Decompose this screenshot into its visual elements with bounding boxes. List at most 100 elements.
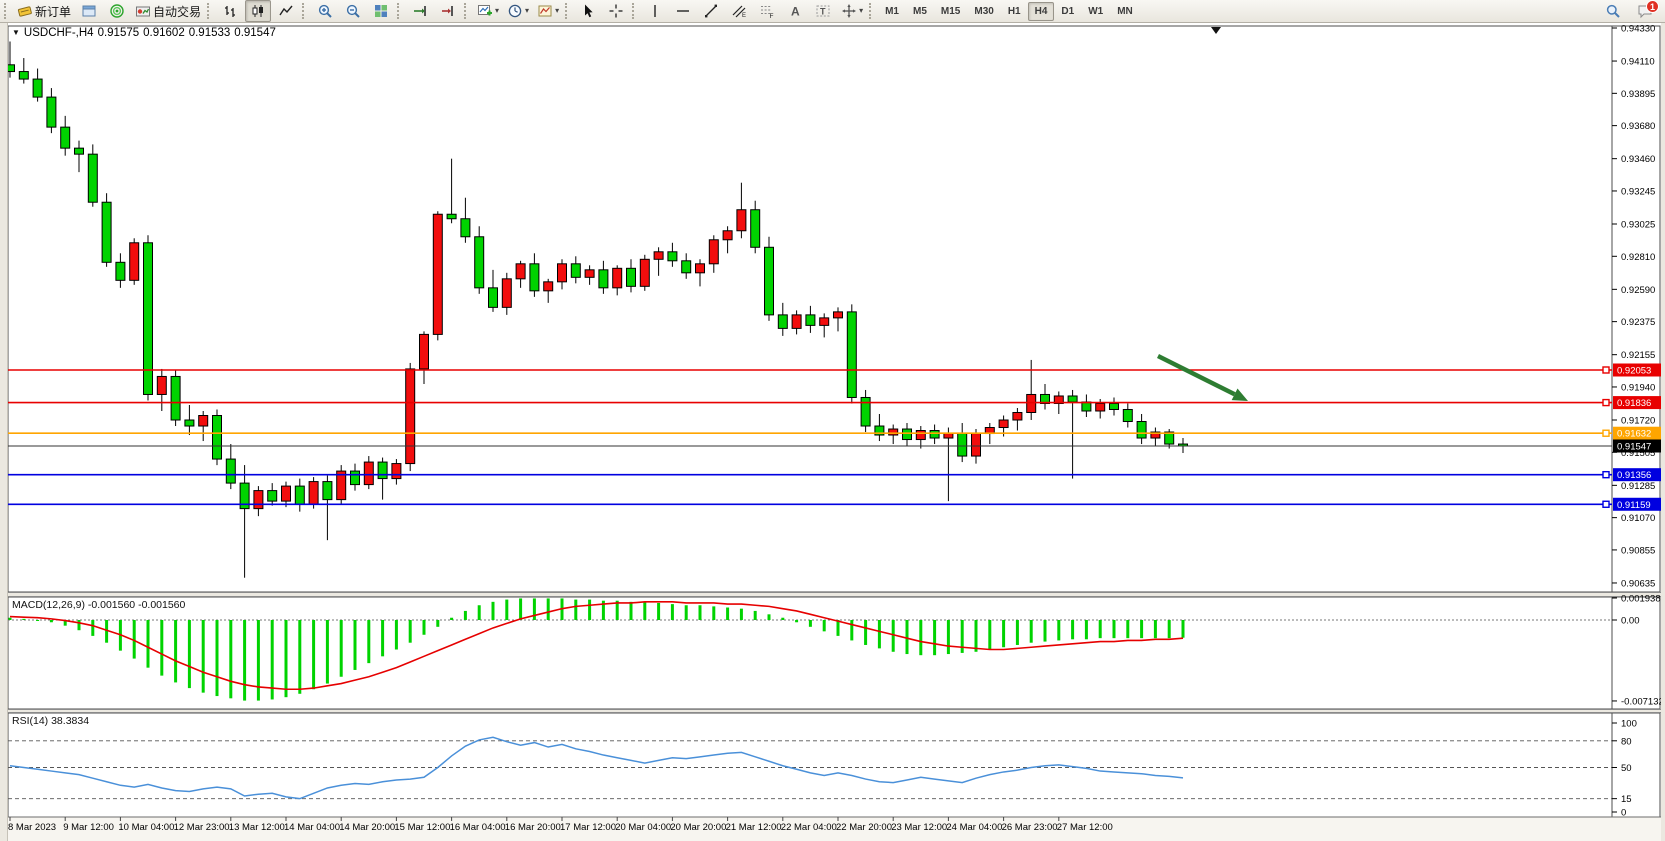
candle-body-down <box>957 433 968 457</box>
panel-splitter[interactable] <box>0 709 1665 713</box>
macd-histogram-bar <box>146 620 150 668</box>
bar-chart-button[interactable] <box>217 0 243 22</box>
label-icon: T <box>815 3 831 19</box>
panel-splitter[interactable] <box>0 592 1665 597</box>
candle <box>833 307 843 332</box>
cursor-button[interactable] <box>575 0 601 22</box>
candle <box>225 444 236 490</box>
trendline-button[interactable] <box>698 0 724 22</box>
candle-body-up <box>653 251 664 260</box>
profiles-button[interactable] <box>76 0 102 22</box>
vertical-line-button[interactable] <box>642 0 668 22</box>
new-order-button[interactable]: 新订单 <box>14 0 74 22</box>
templates-button[interactable]: ▾ <box>534 0 562 22</box>
timeframe-h4-button[interactable]: H4 <box>1027 1 1055 21</box>
hline-handle[interactable] <box>1602 500 1610 508</box>
candle-body-up <box>308 481 319 505</box>
macd-histogram-bar <box>36 620 40 621</box>
hline-0.91632[interactable]: 0.91632 <box>8 426 1661 440</box>
price-tick-label: 0.92375 <box>1621 317 1655 328</box>
hline-handle[interactable] <box>1602 398 1610 407</box>
chart-shift-marker[interactable] <box>1211 27 1221 34</box>
candle-body-up <box>708 239 719 265</box>
zoom-in-icon <box>317 3 333 19</box>
candlestick-chart-button[interactable] <box>245 0 272 22</box>
text-label-button[interactable]: T <box>810 0 836 22</box>
search-button[interactable] <box>1600 0 1626 22</box>
macd-histogram-bar <box>325 620 329 684</box>
price-tick-label: 0.91720 <box>1621 416 1655 427</box>
candle <box>474 226 485 294</box>
rsi-indicator: 100 80 50 15 0 <box>8 719 1637 819</box>
candle-body-up <box>998 419 1009 429</box>
fibonacci-button[interactable]: F <box>754 0 780 22</box>
timeframe-h1-button[interactable]: H1 <box>1007 5 1021 17</box>
macd-axis-label: -0.007132 <box>1621 696 1664 707</box>
hline-handle[interactable] <box>1602 429 1610 437</box>
zoom-in-button[interactable] <box>312 0 338 22</box>
price-axis[interactable]: 0.94330 0.94110 0.93895 0.93680 0.93460 0.932… <box>1612 24 1655 590</box>
toolbar-group-grip <box>302 3 307 19</box>
hline-0.92053[interactable]: 0.92053 <box>8 363 1661 377</box>
macd-histogram-bar <box>988 620 992 650</box>
timeframe-m1-button[interactable]: M1 <box>885 5 899 17</box>
macd-axis-label: 0.001938 <box>1621 594 1661 605</box>
macd-histogram-bar <box>974 620 978 652</box>
candle <box>722 226 733 254</box>
candles-icon <box>250 3 266 19</box>
candle-body-down <box>529 263 540 292</box>
text-button[interactable]: A <box>782 0 808 22</box>
indicators-button[interactable]: ▾ <box>474 0 502 22</box>
crosshair-button[interactable] <box>603 0 629 22</box>
timeframe-w1-button[interactable]: W1 <box>1088 5 1104 17</box>
time-tick-label: 22 Mar 04:00 <box>781 822 837 833</box>
macd-histogram-bar <box>381 620 385 657</box>
time-axis[interactable]: 8 Mar 2023 9 Mar 12:00 10 Mar 04:00 12 Mar … <box>8 817 1113 833</box>
candle-body-up <box>156 375 167 395</box>
line-chart-button[interactable] <box>273 0 299 22</box>
macd-histogram-bar <box>174 620 178 683</box>
equidistant-channel-button[interactable]: E <box>726 0 752 22</box>
notifications-button[interactable]: 1 <box>1635 0 1659 21</box>
chart-title: ▼ USDCHF-,H4 0.91575 0.91602 0.91533 0.91547 <box>12 27 280 39</box>
macd-histogram-bar <box>491 601 495 620</box>
candle-body-up <box>198 415 209 427</box>
macd-histogram-bar <box>8 617 12 620</box>
candle-body-up <box>363 461 374 486</box>
arrows-button[interactable]: ▾ <box>838 0 866 22</box>
macd-histogram-bar <box>298 620 302 694</box>
autotrading-button[interactable]: 自动交易 <box>132 0 204 22</box>
hline-0.91159[interactable]: 0.91159 <box>8 497 1661 511</box>
arrows-icon <box>841 3 857 19</box>
hline-0.91356[interactable]: 0.91356 <box>8 468 1661 482</box>
arrow-shaft[interactable] <box>1156 353 1236 397</box>
macd-histogram-bar <box>615 600 619 620</box>
timeframe-m30-button[interactable]: M30 <box>974 5 994 17</box>
candle <box>1136 414 1147 445</box>
time-tick-label: 17 Mar 12:00 <box>560 822 616 833</box>
zoom-out-button[interactable] <box>340 0 366 22</box>
chart-shift-button[interactable] <box>435 0 461 22</box>
timeframe-m5-button[interactable]: M5 <box>913 5 927 17</box>
auto-scroll-button[interactable] <box>407 0 433 22</box>
chart-shift-icon <box>440 3 456 19</box>
candle <box>639 254 650 291</box>
horizontal-line-button[interactable] <box>670 0 696 22</box>
timeframe-mn-button[interactable]: MN <box>1117 5 1133 17</box>
macd-histogram-bar <box>864 620 868 645</box>
timeframe-m15-button[interactable]: M15 <box>940 5 961 17</box>
hline-handle[interactable] <box>1602 366 1610 374</box>
hline-0.91836[interactable]: 0.91836 <box>8 396 1661 410</box>
macd-histogram-bar <box>353 620 357 670</box>
periods-button[interactable]: ▾ <box>504 0 532 22</box>
candle-body-up <box>639 258 650 287</box>
candle-body-down <box>377 461 388 480</box>
signals-button[interactable] <box>104 0 130 22</box>
candle <box>267 483 278 506</box>
trend-arrow-annotation[interactable] <box>1156 353 1248 401</box>
hline-handle[interactable] <box>1602 470 1610 479</box>
timeframe-d1-button[interactable]: D1 <box>1061 5 1075 17</box>
time-axis-strip[interactable] <box>0 817 1665 841</box>
tile-windows-button[interactable] <box>368 0 394 22</box>
